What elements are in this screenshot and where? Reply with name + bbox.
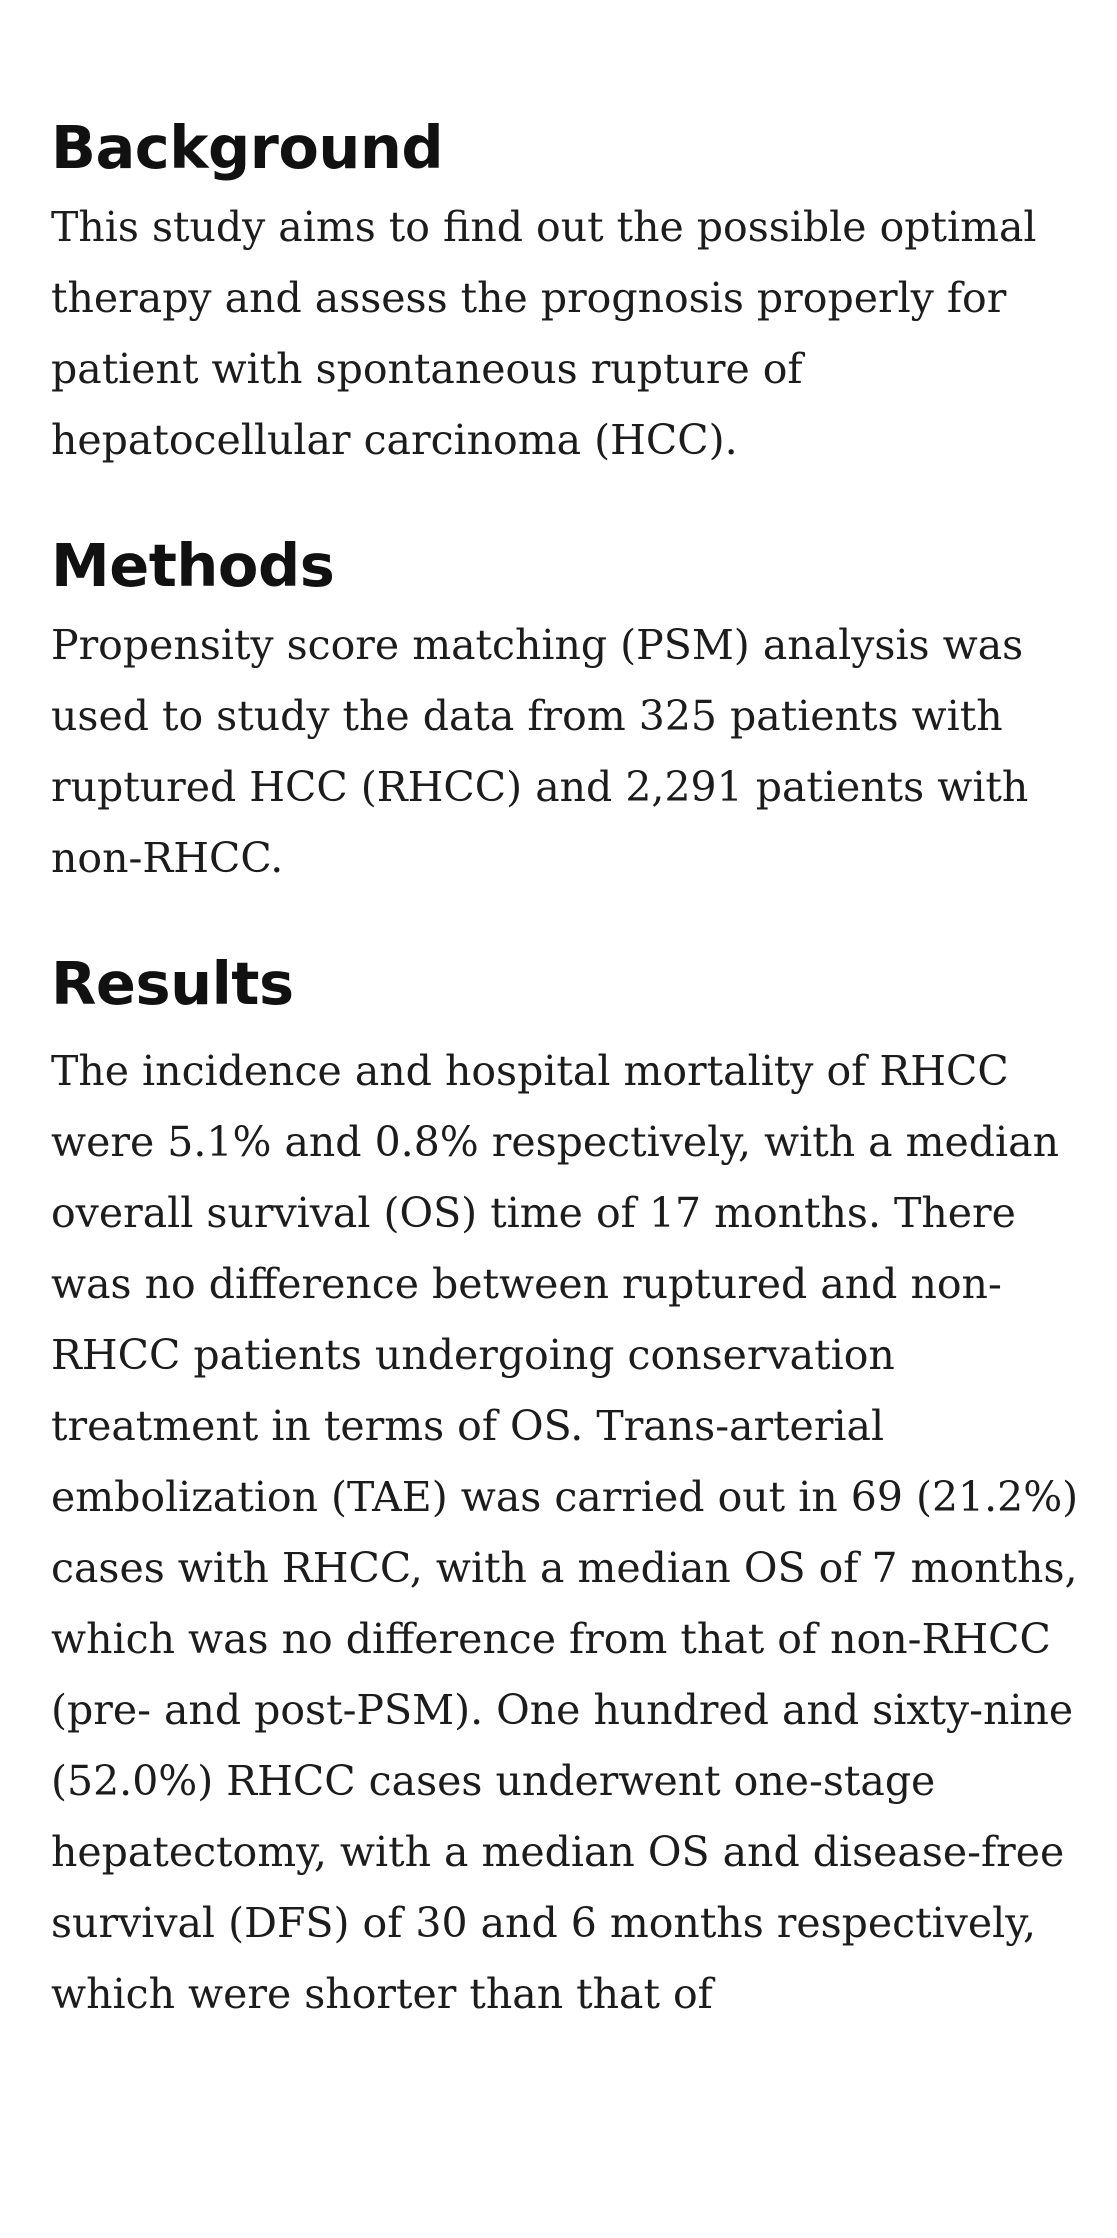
results-section: Results The incidence and hospital morta… (51, 948, 1078, 2030)
methods-heading: Methods (51, 531, 335, 600)
methods-text: Propensity score matching (PSM) analysis… (51, 621, 1029, 882)
background-text: This study aims to find out the possible… (51, 203, 1037, 464)
background-section: Background This study aims to find out t… (51, 112, 1077, 476)
results-heading: Results (51, 949, 294, 1018)
background-heading: Background (51, 113, 444, 182)
results-text: The incidence and hospital mortality of … (51, 1047, 1079, 2018)
methods-section: Methods Propensity score matching (PSM) … (51, 530, 1077, 894)
